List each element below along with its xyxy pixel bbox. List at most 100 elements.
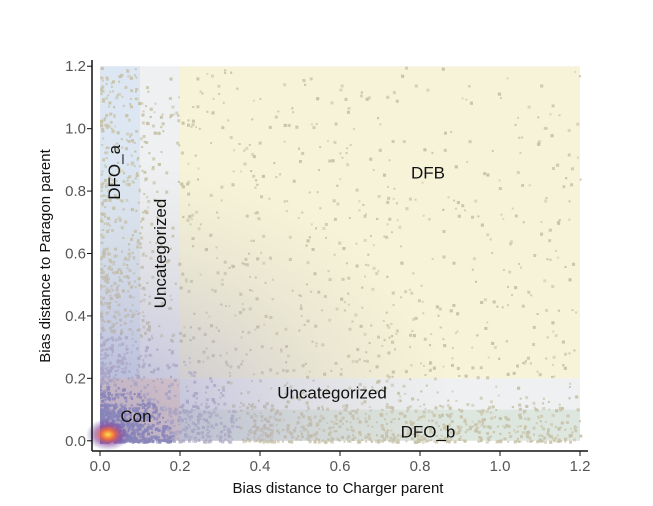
- scatter-point: [118, 80, 121, 83]
- scatter-point: [168, 97, 172, 101]
- scatter-point: [358, 440, 362, 444]
- x-tick-label: 0.4: [250, 458, 271, 475]
- scatter-point: [272, 440, 276, 444]
- scatter-point: [491, 341, 495, 345]
- scatter-point: [478, 409, 482, 413]
- scatter-point: [492, 300, 496, 304]
- scatter-point: [519, 425, 522, 428]
- scatter-point: [149, 107, 153, 111]
- scatter-point: [497, 394, 500, 397]
- scatter-point: [301, 151, 305, 155]
- scatter-point: [152, 440, 155, 443]
- scatter-point: [134, 97, 137, 100]
- scatter-point: [281, 440, 284, 443]
- scatter-point: [526, 356, 530, 360]
- scatter-point: [182, 439, 186, 443]
- scatter-point: [124, 147, 128, 151]
- scatter-point: [483, 172, 487, 176]
- scatter-point: [450, 130, 453, 133]
- scatter-point: [386, 95, 390, 99]
- scatter-point: [481, 411, 484, 414]
- scatter-point: [212, 97, 215, 100]
- scatter-point: [517, 386, 521, 390]
- scatter-point: [479, 366, 483, 370]
- scatter-point: [516, 440, 519, 443]
- scatter-point: [141, 146, 144, 149]
- scatter-point: [544, 421, 547, 424]
- scatter-point: [118, 75, 122, 79]
- scatter-point: [506, 77, 509, 80]
- scatter-point: [523, 427, 526, 430]
- scatter-point: [159, 115, 163, 119]
- scatter-point: [105, 76, 108, 79]
- scatter-point: [129, 103, 132, 106]
- scatter-point: [545, 127, 548, 130]
- scatter-point: [154, 102, 157, 105]
- scatter-point: [488, 436, 491, 439]
- scatter-point: [497, 92, 501, 96]
- scatter-point: [514, 286, 518, 290]
- scatter-point: [566, 414, 570, 418]
- scatter-point: [542, 407, 546, 411]
- scatter-point: [102, 137, 105, 140]
- scatter-point: [491, 405, 495, 409]
- scatter-point: [461, 204, 465, 208]
- scatter-point: [395, 440, 399, 444]
- scatter-point: [487, 356, 490, 359]
- scatter-point: [341, 156, 344, 159]
- scatter-point: [492, 431, 495, 434]
- scatter-point: [490, 416, 494, 420]
- scatter-point: [103, 118, 106, 121]
- scatter-point: [122, 104, 125, 107]
- y-tick-label: 1.2: [65, 58, 86, 75]
- scatter-point: [316, 97, 320, 101]
- scatter-point: [507, 440, 510, 443]
- region-labels: DFB DFO_a Uncategorized Uncategorized DFO_b C…: [105, 144, 455, 441]
- scatter-point: [493, 345, 497, 349]
- scatter-point: [567, 153, 571, 157]
- scatter-point: [110, 82, 113, 85]
- scatter-point: [339, 88, 343, 92]
- scatter-point: [459, 435, 462, 438]
- scatter-point: [540, 232, 544, 236]
- scatter-point: [527, 290, 531, 294]
- scatter-point: [483, 298, 487, 302]
- scatter-point: [505, 417, 509, 421]
- scatter-point: [562, 185, 566, 189]
- scatter-point: [269, 439, 273, 443]
- scatter-point: [549, 113, 552, 116]
- scatter-point: [101, 85, 105, 89]
- scatter-point: [259, 97, 262, 100]
- scatter-point: [550, 423, 554, 427]
- scatter-point: [229, 136, 233, 140]
- scatter-point: [503, 437, 507, 441]
- scatter-point: [568, 397, 571, 400]
- scatter-point: [290, 440, 294, 444]
- scatter-point: [173, 440, 176, 443]
- scatter-point: [516, 437, 519, 440]
- scatter-point: [495, 408, 498, 411]
- scatter-point: [571, 431, 574, 434]
- scatter-point: [472, 257, 476, 261]
- scatter-point: [550, 134, 554, 138]
- scatter-point: [127, 118, 131, 122]
- x-tick-label: 0.8: [410, 458, 431, 475]
- scatter-point: [367, 96, 371, 100]
- scatter-point: [105, 82, 108, 85]
- scatter-point: [558, 219, 561, 222]
- scatter-point: [265, 440, 268, 443]
- scatter-point: [461, 97, 464, 100]
- scatter-point: [544, 440, 548, 444]
- scatter-point: [557, 309, 560, 312]
- scatter-point: [542, 402, 545, 405]
- scatter-point: [101, 79, 104, 82]
- scatter-point: [113, 106, 116, 109]
- scatter-point: [443, 148, 447, 152]
- scatter-point: [502, 268, 505, 271]
- scatter-point: [524, 417, 527, 420]
- scatter-point: [537, 116, 540, 119]
- scatter-point: [471, 403, 475, 407]
- scatter-point: [103, 119, 106, 122]
- scatter-point: [481, 418, 485, 422]
- scatter-point: [575, 426, 578, 429]
